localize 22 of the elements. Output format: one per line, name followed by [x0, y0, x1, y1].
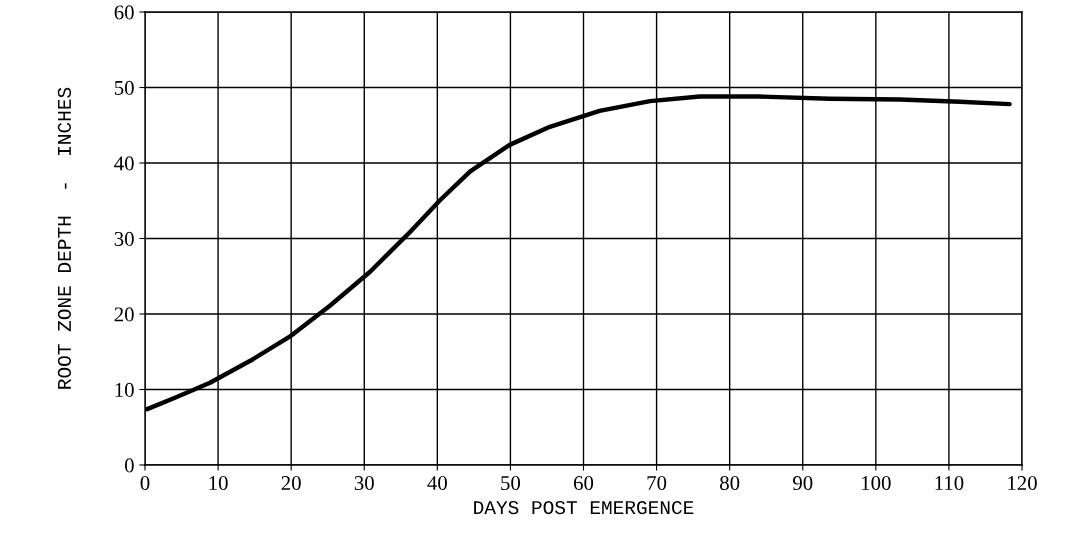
y-axis-title: ROOT ZONE DEPTH - INCHES	[57, 87, 72, 389]
y-tick-label: 60	[114, 5, 134, 20]
y-tick-label: 0	[124, 458, 134, 473]
x-tick-label: 40	[427, 476, 447, 491]
y-tick-label: 10	[115, 382, 134, 397]
x-tick-label: 120	[1008, 476, 1037, 491]
x-tick-label: 50	[501, 476, 521, 491]
y-tick-label: 40	[114, 156, 134, 171]
x-tick-label: 0	[140, 476, 150, 491]
x-tick-label: 20	[281, 476, 301, 491]
x-tick-label: 90	[793, 476, 813, 491]
y-tick-label: 20	[114, 307, 134, 322]
x-tick-label: 30	[354, 476, 374, 491]
x-tick-label: 100	[862, 476, 891, 491]
x-tick-label: 110	[935, 476, 964, 491]
x-tick-label: 60	[573, 476, 594, 491]
x-tick-label: 70	[647, 476, 667, 491]
y-tick-label: 50	[114, 80, 134, 95]
x-tick-label: 10	[209, 476, 228, 491]
x-tick-label: 80	[720, 476, 740, 491]
x-axis-title: DAYS POST EMERGENCE	[474, 500, 694, 515]
y-tick-label: 30	[114, 231, 134, 246]
